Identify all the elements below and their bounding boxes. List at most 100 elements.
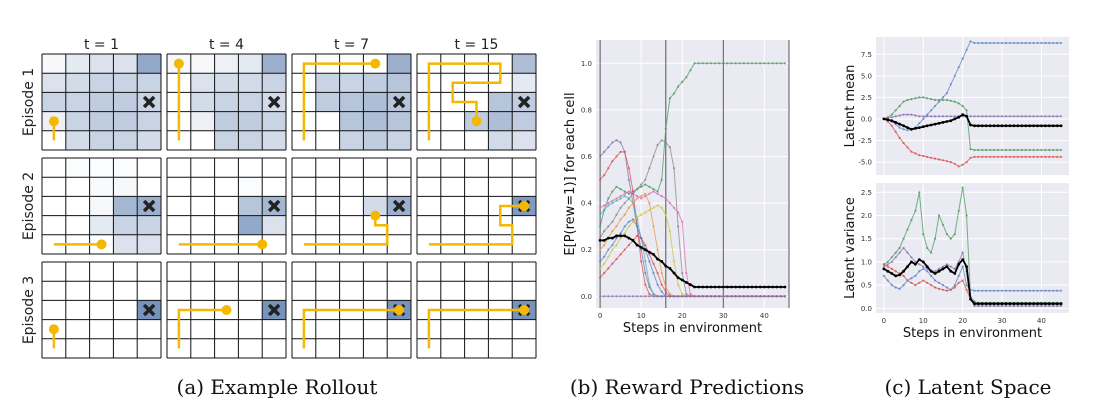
- data-point: [1008, 115, 1012, 118]
- data-point: [1051, 124, 1055, 128]
- data-point: [894, 274, 898, 278]
- grid-cell: [113, 215, 138, 235]
- data-point: [910, 256, 913, 259]
- data-point: [615, 237, 618, 240]
- data-point: [619, 232, 622, 235]
- data-point: [631, 295, 635, 298]
- series-line: [883, 258, 1062, 305]
- data-point: [697, 285, 701, 289]
- data-point: [623, 195, 626, 198]
- agent-marker: [471, 116, 482, 127]
- data-point: [652, 188, 655, 191]
- grid-cell: [238, 177, 262, 196]
- y-tick-label: -5.0: [858, 159, 872, 167]
- data-point: [989, 41, 992, 45]
- data-point: [689, 292, 692, 296]
- data-point: [714, 295, 717, 298]
- data-point: [627, 220, 631, 223]
- data-point: [930, 156, 933, 159]
- data-point: [652, 295, 655, 298]
- data-point: [953, 100, 956, 103]
- grid-cell: [190, 54, 215, 74]
- data-point: [961, 265, 964, 268]
- data-point: [738, 295, 741, 298]
- data-point: [1047, 302, 1051, 306]
- data-point: [1004, 302, 1008, 306]
- data-point: [993, 115, 996, 118]
- data-point: [886, 263, 889, 266]
- data-point: [599, 248, 602, 251]
- data-point: [937, 287, 941, 290]
- data-point: [1000, 124, 1004, 128]
- data-point: [941, 265, 945, 268]
- data-point: [652, 262, 655, 265]
- data-point: [1008, 304, 1012, 308]
- data-point: [965, 214, 968, 217]
- data-point: [965, 114, 968, 118]
- data-point: [1016, 148, 1019, 152]
- data-point: [1000, 304, 1004, 308]
- grid-cell: [262, 73, 286, 93]
- data-point: [783, 285, 787, 289]
- data-point: [615, 199, 618, 202]
- data-point: [930, 251, 933, 254]
- data-point: [607, 267, 610, 270]
- grid-cell: [113, 196, 138, 216]
- data-point: [648, 295, 651, 298]
- row-title: Episode 2: [21, 172, 37, 240]
- data-point: [910, 98, 913, 101]
- data-point: [957, 262, 961, 266]
- agent-marker: [221, 305, 232, 315]
- data-point: [886, 118, 890, 122]
- grid-cell: [339, 111, 364, 131]
- data-point: [677, 283, 680, 286]
- data-point: [636, 234, 639, 237]
- data-point: [1032, 155, 1035, 158]
- x-tick-label: 20: [958, 317, 967, 325]
- data-point: [1024, 115, 1027, 118]
- data-point: [705, 62, 709, 65]
- data-point: [631, 220, 635, 223]
- data-point: [918, 122, 921, 125]
- data-point: [910, 260, 913, 264]
- data-point: [1059, 124, 1063, 128]
- data-point: [603, 271, 606, 275]
- data-point: [599, 206, 602, 209]
- grid-cell: [387, 54, 411, 74]
- data-point: [643, 248, 647, 252]
- data-point: [1052, 41, 1055, 45]
- agent-path: [302, 308, 400, 349]
- data-point: [890, 124, 893, 127]
- data-point: [977, 124, 980, 128]
- grid-cell: [339, 73, 364, 93]
- data-point: [1060, 304, 1063, 308]
- data-point: [918, 154, 921, 157]
- data-point: [941, 284, 945, 287]
- data-point: [930, 274, 933, 277]
- data-point: [922, 267, 925, 270]
- data-point: [619, 234, 622, 238]
- data-point: [953, 272, 957, 275]
- y-axis-label: Latent mean: [843, 65, 858, 148]
- data-point: [685, 76, 688, 79]
- data-point: [914, 97, 917, 100]
- data-point: [1024, 302, 1028, 306]
- data-point: [1032, 148, 1035, 152]
- data-point: [779, 285, 783, 289]
- data-point: [730, 62, 733, 65]
- data-point: [1024, 41, 1027, 45]
- data-point: [1020, 124, 1024, 128]
- data-point: [1004, 289, 1008, 292]
- data-point: [648, 209, 651, 212]
- data-point: [1056, 115, 1059, 118]
- data-point: [993, 148, 996, 152]
- data-point: [1040, 289, 1043, 292]
- data-point: [914, 262, 917, 266]
- grid-cell: [488, 92, 513, 112]
- data-point: [623, 150, 626, 153]
- data-point: [1040, 302, 1043, 306]
- data-point: [989, 115, 992, 118]
- data-point: [1004, 41, 1008, 45]
- grid-cell: [89, 73, 114, 93]
